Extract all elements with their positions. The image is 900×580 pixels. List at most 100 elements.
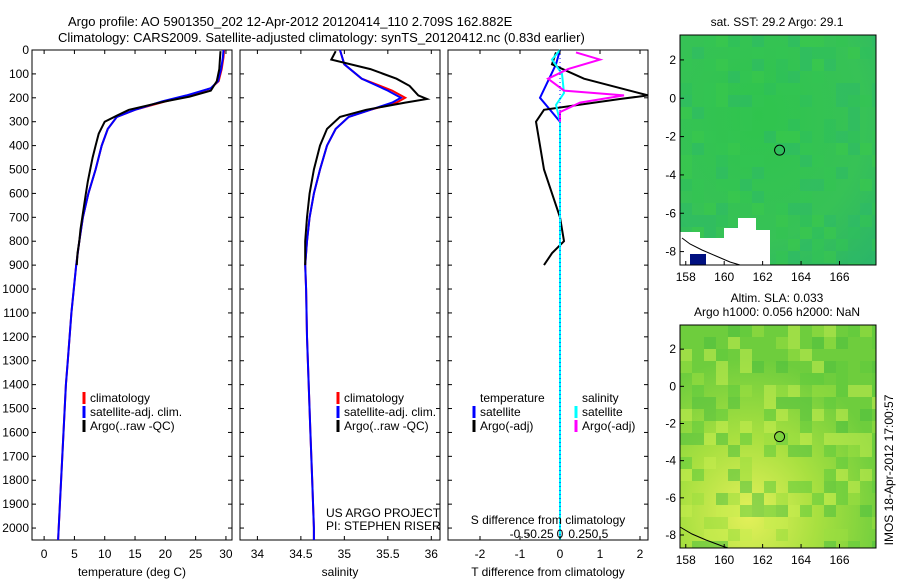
map-cell: [824, 131, 836, 143]
x-tick-label: 0: [557, 547, 564, 561]
map-cell: [776, 409, 788, 421]
map-cell: [788, 83, 800, 95]
map-cell: [800, 505, 812, 517]
map-cell: [812, 215, 824, 227]
map-cell: [704, 203, 716, 215]
map-cell: [740, 155, 752, 167]
map-cell: [872, 155, 876, 167]
salinity-legend: climatology satellite-adj. clim. Argo(..…: [336, 391, 436, 433]
x-tick-label: 162: [753, 270, 773, 284]
y-tick-label: 2000: [2, 521, 29, 535]
map-cell: [680, 167, 692, 179]
difference-axes-box: [447, 49, 649, 541]
map-cell: [776, 203, 788, 215]
map-cell: [752, 59, 764, 71]
map-cell: [728, 71, 740, 83]
map-cell: [728, 35, 740, 47]
map-cell: [812, 47, 824, 59]
map-cell: [860, 143, 872, 155]
map-cell: [728, 337, 740, 349]
map-cell: [788, 251, 800, 263]
map-cell: [728, 131, 740, 143]
map-cell: [788, 481, 800, 493]
map-cell: [704, 337, 716, 349]
map-cell: [848, 131, 860, 143]
map-cell: [836, 481, 848, 493]
map-cell: [740, 119, 752, 131]
y-tick-label: 1900: [2, 497, 29, 511]
map-cell: [692, 131, 704, 143]
map-cell: [764, 433, 776, 445]
map-cell: [752, 71, 764, 83]
map-cell: [716, 529, 728, 541]
map-cell: [872, 481, 876, 493]
map-cell: [764, 481, 776, 493]
map-cell: [800, 35, 812, 47]
map-cell: [680, 59, 692, 71]
map-cell: [788, 239, 800, 251]
map-cell: [764, 131, 776, 143]
map-cell: [800, 95, 812, 107]
s-tick-label: -0.5: [510, 527, 531, 541]
map-cell: [836, 373, 848, 385]
map-cell: [848, 251, 860, 263]
map-cell: [704, 35, 716, 47]
map-cell: [824, 179, 836, 191]
x-tick-label: 164: [791, 553, 811, 567]
map-cell: [812, 71, 824, 83]
map-cell: [740, 481, 752, 493]
map-cell: [800, 445, 812, 457]
map-cell: [764, 385, 776, 397]
map-cell: [752, 361, 764, 373]
map-cell: [848, 83, 860, 95]
map-cell: [728, 47, 740, 59]
y-tick-label: -2: [665, 130, 676, 144]
map-cell: [872, 337, 876, 349]
y-tick-label: 1400: [2, 378, 29, 392]
map-cell: [704, 349, 716, 361]
y-tick-label: 1800: [2, 473, 29, 487]
y-tick-label: 1000: [2, 282, 29, 296]
map-cell: [740, 529, 752, 541]
x-tick-label: 0: [41, 547, 48, 561]
x-tick-label: 15: [128, 547, 142, 561]
map-cell: [752, 191, 764, 203]
map-cell: [800, 409, 812, 421]
map-cell: [680, 457, 692, 469]
map-cell: [680, 469, 692, 481]
map-cell: [692, 107, 704, 119]
map-cell: [800, 155, 812, 167]
temperature-xlabel: temperature (deg C): [78, 565, 186, 579]
map-cell: [680, 95, 692, 107]
y-tick-label: 100: [9, 67, 29, 81]
y-tick-label: 2: [669, 342, 676, 356]
map-cell: [704, 397, 716, 409]
map-cell: [752, 493, 764, 505]
x-tick-label: 162: [753, 553, 773, 567]
map-cell: [824, 445, 836, 457]
map-cell: [776, 517, 788, 529]
map-cell: [872, 361, 876, 373]
map-cell: [812, 239, 824, 251]
map-cell: [728, 493, 740, 505]
x-tick-label: 34.5: [289, 547, 313, 561]
map-cell: [824, 493, 836, 505]
map-cell: [752, 47, 764, 59]
map-cell: [716, 155, 728, 167]
map-cell: [848, 119, 860, 131]
map-cell: [836, 361, 848, 373]
y-tick-label: -4: [665, 168, 676, 182]
map-cell: [716, 409, 728, 421]
y-tick-label: 700: [9, 210, 29, 224]
salinity-axes-box: [239, 49, 441, 541]
map-cell: [740, 191, 752, 203]
x-tick-label: 20: [159, 547, 173, 561]
map-cell: [680, 83, 692, 95]
map-cell: [728, 191, 740, 203]
map-cell: [836, 529, 848, 541]
map-cell: [800, 203, 812, 215]
x-tick-label: 2: [637, 547, 644, 561]
map-cell: [692, 191, 704, 203]
map-cell: [800, 373, 812, 385]
map-cell: [836, 493, 848, 505]
